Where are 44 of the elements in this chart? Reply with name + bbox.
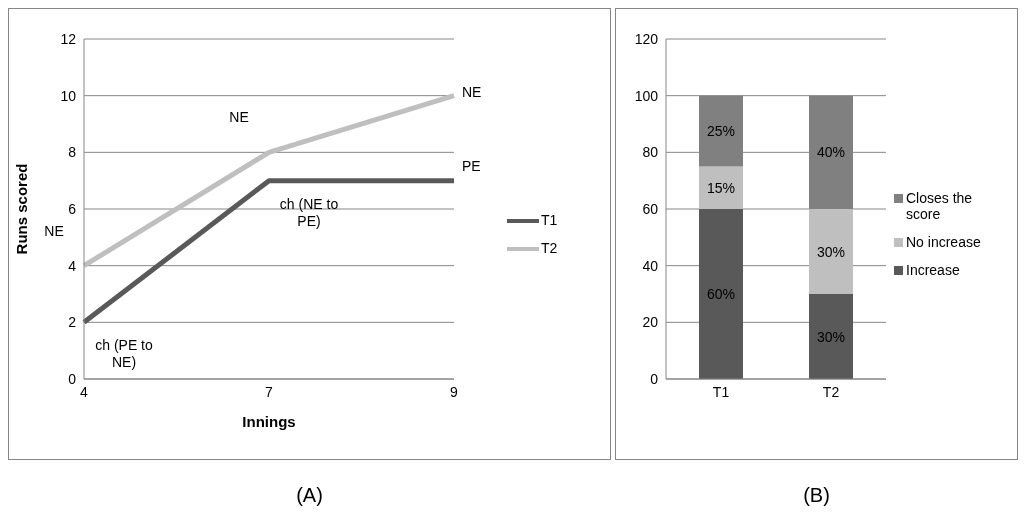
y-axis-title: Runs scored: [13, 163, 31, 255]
y-tick-label: 8: [68, 144, 77, 161]
data-label: 60%: [706, 286, 736, 302]
legend-label: T1: [541, 212, 558, 228]
y-tick-label: 6: [68, 200, 77, 217]
annotation: PE: [462, 157, 481, 174]
annotation: ch (PE to NE): [95, 337, 153, 371]
x-tick-label: T1: [712, 383, 730, 400]
data-label: 25%: [706, 123, 736, 140]
x-tick-label: 9: [450, 383, 459, 400]
y-tick-label: 120: [634, 30, 659, 47]
bar: [809, 294, 853, 379]
y-tick-label: 12: [60, 30, 77, 47]
text: (B): [802, 484, 831, 507]
legend-label: Closes the score: [906, 190, 974, 222]
x-axis-title: Innings: [242, 413, 296, 430]
y-tick-label: 80: [642, 144, 659, 161]
x-tick-label: 4: [80, 383, 89, 400]
data-label: 15%: [706, 179, 736, 196]
y-tick-label: 20: [642, 314, 659, 331]
data-label: 30%: [816, 328, 846, 345]
text: (A): [295, 484, 324, 507]
annotation: NE: [44, 222, 64, 239]
bar: [699, 209, 743, 379]
y-tick-label: 60: [642, 200, 659, 217]
y-tick-label: 0: [650, 370, 659, 387]
y-tick-label: 4: [68, 257, 77, 274]
y-tick-label: 2: [68, 314, 77, 331]
x-tick-label: 7: [265, 383, 274, 400]
legend-label: No increase: [906, 234, 981, 250]
y-tick-label: 100: [634, 87, 659, 104]
bar: [699, 166, 743, 209]
annotation: NE: [229, 109, 249, 126]
bar: [809, 209, 853, 294]
legend-label: T2: [541, 240, 558, 256]
y-tick-label: 10: [60, 87, 77, 104]
y-tick-label: 0: [68, 370, 77, 387]
legend-label: Increase: [906, 262, 960, 278]
x-tick-label: T2: [822, 383, 840, 400]
data-label: 30%: [816, 243, 846, 260]
data-label: 40%: [816, 144, 846, 161]
annotation: NE: [462, 83, 482, 100]
annotation: ch (NE to PE): [279, 195, 339, 229]
y-tick-label: 40: [642, 257, 659, 274]
